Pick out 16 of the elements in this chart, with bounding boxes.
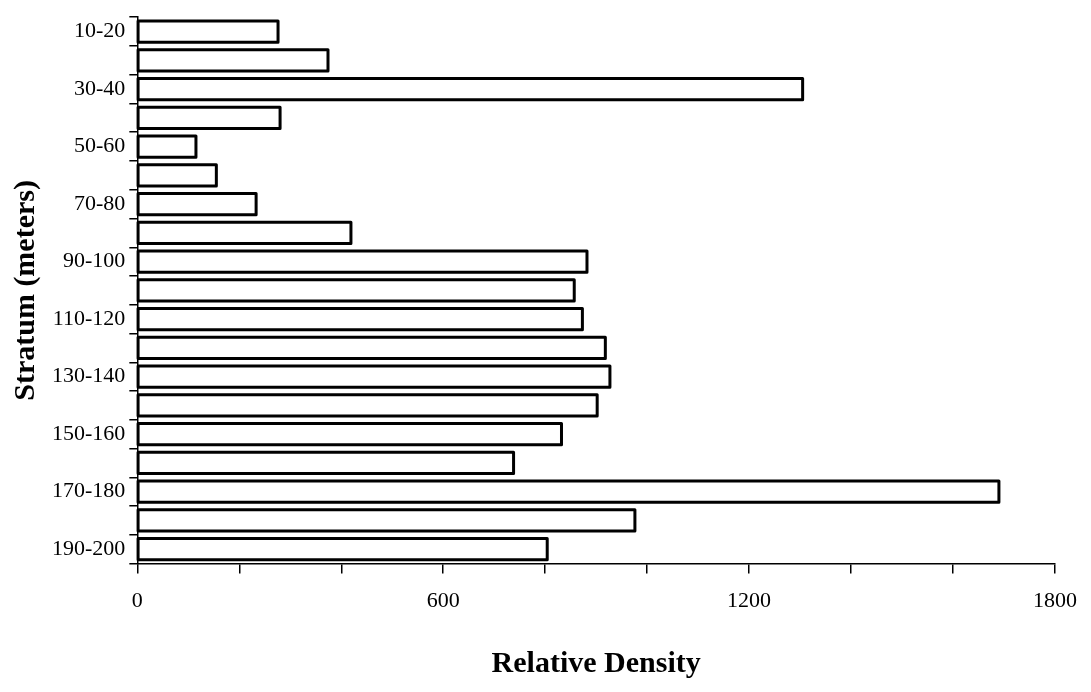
x-tick-label: 0 [131,586,143,612]
y-tick-label: 150-160 [52,419,126,445]
x-axis-title: Relative Density [491,644,701,678]
x-tick-label: 600 [426,586,460,612]
y-tick-label: 190-200 [52,535,126,560]
y-tick-label: 90-100 [63,247,126,273]
y-tick-label: 130-140 [52,362,126,388]
y-tick-label: 70-80 [74,189,126,215]
y-tick-label: 30-40 [74,74,126,100]
y-tick-label: 50-60 [74,132,126,158]
y-tick-label: 10-20 [74,17,126,43]
y-tick-label: 110-120 [52,304,126,330]
y-axis-title: Stratum (meters) [6,180,41,401]
x-tick-label: 1800 [1033,586,1077,612]
y-tick-label: 170-180 [52,477,126,503]
x-tick-label: 1200 [727,586,772,612]
